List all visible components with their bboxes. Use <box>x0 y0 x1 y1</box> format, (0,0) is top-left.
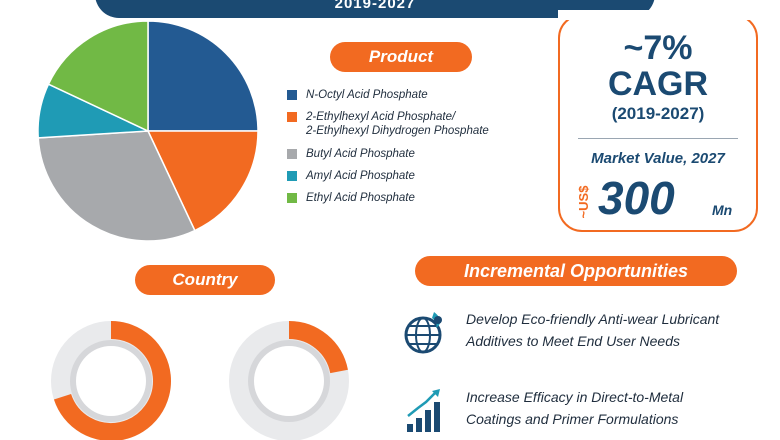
donut-arc <box>288 321 348 374</box>
header-period: 2019-2027 <box>334 0 416 12</box>
legend-item: Amyl Acid Phosphate <box>287 169 547 183</box>
cagr-card: ~7% CAGR (2019-2027) Market Value, 2027 … <box>558 10 758 232</box>
opportunity-line-1: Develop Eco-friendly Anti-wear Lubricant <box>466 311 720 327</box>
legend-swatch <box>287 149 297 159</box>
cagr-headline: ~7% CAGR <box>560 30 756 102</box>
cagr-label: CAGR <box>607 65 709 103</box>
legend-label: Butyl Acid Phosphate <box>306 148 415 160</box>
legend-swatch <box>287 112 297 122</box>
opportunity-line-1: Increase Efficacy in Direct-to-Metal <box>466 389 684 405</box>
cagr-value: ~7% <box>623 29 693 67</box>
legend-item: N-Octyl Acid Phosphate <box>287 88 547 102</box>
legend-swatch <box>287 193 297 203</box>
growth-chart-icon <box>407 389 440 432</box>
opportunity-text: Develop Eco-friendly Anti-wear Lubricant… <box>466 308 780 352</box>
top-banner: 2019-2027 <box>95 0 655 18</box>
legend-item: 2-Ethylhexyl Acid Phosphate/2-Ethylhexyl… <box>287 110 547 138</box>
legend-label: 2-Ethylhexyl Acid Phosphate/ <box>306 111 456 123</box>
product-legend: N-Octyl Acid Phosphate 2-Ethylhexyl Acid … <box>287 88 547 213</box>
legend-label: Ethyl Acid Phosphate <box>306 192 415 204</box>
donut-arc <box>53 321 171 440</box>
legend-swatch <box>287 90 297 100</box>
opportunity-text: Increase Efficacy in Direct-to-Metal Coa… <box>466 386 780 430</box>
country-donut-1 <box>51 321 171 440</box>
pie-slice <box>37 130 196 242</box>
opportunity-line-2: Coatings and Primer Formulations <box>466 411 679 427</box>
opportunities-title: Incremental Opportunities <box>415 256 737 286</box>
pie-slice <box>146 130 259 232</box>
market-value-number: 300 <box>598 172 675 224</box>
legend-label: N-Octyl Acid Phosphate <box>306 89 428 101</box>
opportunity-line-2: Additives to Meet End User Needs <box>466 333 680 349</box>
cagr-period: (2019-2027) <box>611 104 705 123</box>
legend-item: Butyl Acid Phosphate <box>287 147 547 161</box>
globe-gear-icon <box>404 312 442 354</box>
product-pie-chart <box>37 20 259 242</box>
pie-slice <box>47 20 149 133</box>
market-value-label: Market Value, 2027 <box>591 150 725 167</box>
product-section-title: Product <box>330 42 472 72</box>
country-donut-2 <box>229 321 349 440</box>
donut-hole <box>76 346 146 416</box>
donut-hole <box>254 346 324 416</box>
legend-label: 2-Ethylhexyl Dihydrogen Phosphate <box>306 125 489 137</box>
legend-swatch <box>287 171 297 181</box>
country-section-title: Country <box>135 265 275 295</box>
legend-label: Amyl Acid Phosphate <box>306 170 415 182</box>
pie-slice <box>147 20 259 132</box>
market-value-unit: Mn <box>712 202 733 218</box>
cagr-divider <box>578 138 738 139</box>
legend-item: Ethyl Acid Phosphate <box>287 191 547 205</box>
